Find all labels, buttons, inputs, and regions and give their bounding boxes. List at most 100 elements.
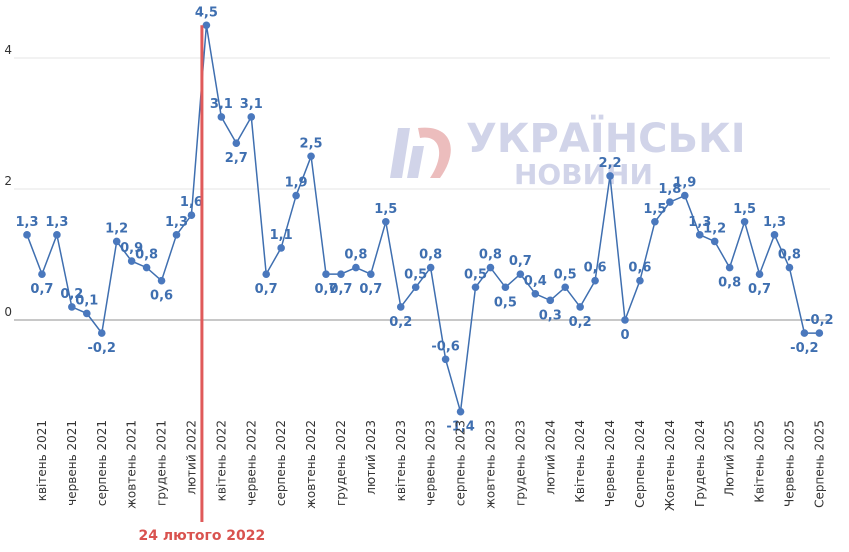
data-point xyxy=(23,231,31,239)
event-annotation: 24 лютого 2022 xyxy=(139,25,265,544)
data-label: 0,7 xyxy=(509,254,532,269)
data-label: 0,1 xyxy=(75,293,98,308)
data-label: 0,5 xyxy=(554,267,577,282)
data-point xyxy=(576,303,584,311)
data-point xyxy=(621,316,629,324)
x-tick-label: Квітень 2025 xyxy=(753,420,767,503)
data-point xyxy=(396,303,405,311)
x-tick-label: серпень 2021 xyxy=(95,420,109,506)
data-point xyxy=(157,276,166,285)
series-markers xyxy=(23,21,824,416)
x-tick-label: Серпень 2025 xyxy=(812,420,826,508)
data-point xyxy=(68,303,76,311)
data-label: 1,6 xyxy=(180,195,203,210)
data-label: 3,1 xyxy=(210,97,233,112)
data-label: 0,4 xyxy=(524,274,547,289)
data-point xyxy=(367,270,375,278)
data-point xyxy=(112,237,121,246)
data-label: 1,2 xyxy=(105,221,128,236)
x-tick-label: Лютий 2025 xyxy=(723,420,737,496)
y-axis-ticks: 0 2 4 xyxy=(4,43,12,319)
data-label: 0,7 xyxy=(359,282,382,297)
data-point xyxy=(232,139,241,147)
data-label: 1,9 xyxy=(285,176,308,191)
data-point xyxy=(217,113,226,121)
data-label: 0,6 xyxy=(150,289,173,304)
data-label: 1,3 xyxy=(688,215,711,230)
data-label: 0,5 xyxy=(404,267,427,282)
data-label: 0,8 xyxy=(135,248,158,263)
data-point xyxy=(486,263,495,272)
y-tick-label: 4 xyxy=(4,43,12,57)
x-tick-label: грудень 2021 xyxy=(155,420,169,506)
data-point xyxy=(411,283,420,292)
x-tick-label: грудень 2023 xyxy=(513,420,527,506)
data-point xyxy=(307,152,315,161)
x-tick-label: червень 2022 xyxy=(244,420,258,506)
data-point xyxy=(83,309,91,318)
data-point xyxy=(725,263,734,272)
x-tick-label: Квітень 2024 xyxy=(573,420,587,503)
data-label: 0,7 xyxy=(314,282,337,297)
data-label: 1,3 xyxy=(15,215,38,230)
x-axis-ticks: квітень 2021 червень 2021 серпень 2021 жовт… xyxy=(35,420,826,511)
data-point xyxy=(471,283,480,292)
x-tick-label: квітень 2022 xyxy=(214,420,228,501)
x-tick-label: лютий 2023 xyxy=(364,420,378,495)
data-label: 0,5 xyxy=(464,267,487,282)
data-label: -0,2 xyxy=(790,341,818,356)
x-tick-label: червень 2021 xyxy=(65,420,79,506)
data-label: 0,6 xyxy=(584,261,607,276)
data-point xyxy=(262,270,271,278)
data-label: 4,5 xyxy=(195,5,218,20)
data-point xyxy=(441,355,450,364)
data-point xyxy=(755,270,764,278)
data-label: 0 xyxy=(620,328,629,343)
data-point xyxy=(531,290,540,298)
data-label: 0,8 xyxy=(778,248,801,263)
data-label: 3,1 xyxy=(240,97,263,112)
data-label: 0,8 xyxy=(718,276,741,291)
data-point xyxy=(247,113,256,121)
data-point xyxy=(800,329,809,337)
data-label: 1,2 xyxy=(703,221,726,236)
data-point xyxy=(501,283,510,292)
data-label: 0,9 xyxy=(120,241,143,256)
data-label: 0,5 xyxy=(494,295,517,310)
data-point xyxy=(352,263,360,272)
data-point xyxy=(97,329,106,337)
x-tick-label: квітень 2021 xyxy=(35,420,49,501)
data-label: 0,7 xyxy=(748,282,771,297)
y-tick-label: 2 xyxy=(4,174,12,188)
data-label: 1,5 xyxy=(733,202,756,217)
x-tick-label: жовтень 2022 xyxy=(304,420,318,509)
data-point xyxy=(591,276,599,285)
watermark: УКРАЇНСЬКІ НОВИНИ xyxy=(390,114,746,191)
data-label: 1,3 xyxy=(165,215,188,230)
data-point xyxy=(516,270,525,278)
x-tick-label: квітень 2023 xyxy=(394,420,408,501)
x-tick-label: Жовтень 2024 xyxy=(663,420,677,511)
data-point xyxy=(127,257,136,265)
data-point xyxy=(187,211,196,219)
watermark-line1: УКРАЇНСЬКІ xyxy=(466,114,746,162)
data-label: 0,7 xyxy=(329,282,352,297)
data-label: 1,1 xyxy=(270,228,293,243)
data-point xyxy=(561,283,569,292)
data-label: 2,7 xyxy=(225,151,248,166)
data-point xyxy=(740,217,749,226)
data-point xyxy=(426,263,435,272)
data-label: 1,5 xyxy=(374,202,397,217)
data-label: 0,7 xyxy=(255,282,278,297)
data-label: 1,5 xyxy=(643,202,666,217)
data-point xyxy=(172,231,181,239)
data-point xyxy=(666,198,674,206)
data-point xyxy=(695,231,704,239)
data-point xyxy=(382,217,390,226)
data-label: 2,5 xyxy=(300,136,323,151)
data-label: 0,2 xyxy=(389,315,412,330)
data-point xyxy=(142,263,151,272)
x-tick-label: грудень 2022 xyxy=(334,420,348,506)
data-label: -1,4 xyxy=(446,420,474,435)
data-label: 0,6 xyxy=(628,261,651,276)
